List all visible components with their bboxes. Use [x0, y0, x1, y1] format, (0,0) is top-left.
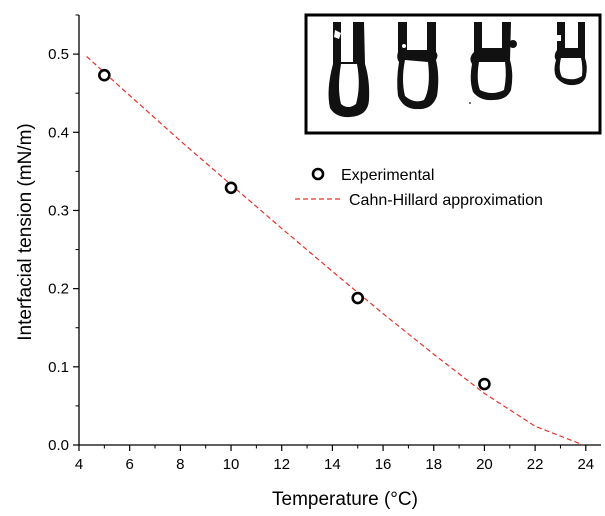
droplet-4 — [554, 22, 587, 86]
x-tick-label: 22 — [527, 456, 544, 473]
droplet-image-inset — [304, 13, 602, 135]
y-axis-title: Interfacial tension (mN/m) — [15, 123, 36, 341]
y-tick-label: 0.5 — [48, 46, 69, 63]
y-tick-label: 0.3 — [48, 202, 69, 219]
data-point — [478, 377, 491, 391]
x-tick-label: 10 — [223, 456, 240, 473]
x-tick-label: 14 — [324, 456, 341, 473]
y-tick-label: 0.0 — [48, 437, 69, 454]
series-experimental — [98, 68, 491, 391]
y-tick-label: 0.4 — [48, 124, 69, 141]
y-ticks: 0.0 0.1 0.2 0.3 0.4 0.5 — [48, 14, 79, 454]
x-ticks: 4 6 8 10 12 14 16 18 20 22 24 — [75, 445, 594, 473]
droplet-1 — [328, 22, 370, 118]
y-tick-label: 0.2 — [48, 281, 69, 298]
x-tick-label: 20 — [476, 456, 493, 473]
legend-label-cahn-hillard: Cahn-Hillard approximation — [349, 192, 543, 209]
data-point — [98, 68, 111, 82]
x-tick-label: 16 — [375, 456, 392, 473]
x-tick-label: 24 — [577, 456, 594, 473]
x-tick-label: 4 — [75, 456, 83, 473]
y-tick-label: 0.1 — [48, 359, 69, 376]
legend-item-experimental: Experimental — [311, 167, 434, 184]
data-point — [351, 291, 365, 305]
x-tick-label: 12 — [273, 456, 290, 473]
droplet-3 — [470, 22, 517, 101]
x-tick-label: 18 — [425, 456, 442, 473]
droplet-2 — [397, 22, 439, 110]
x-axis-title: Temperature (°C) — [272, 489, 418, 510]
x-tick-label: 6 — [126, 456, 134, 473]
legend-marker-experimental — [311, 167, 325, 181]
legend-label-experimental: Experimental — [341, 167, 434, 184]
legend: Experimental Cahn-Hillard approximation — [295, 167, 543, 209]
x-tick-label: 8 — [176, 456, 184, 473]
legend-item-cahn-hillard: Cahn-Hillard approximation — [295, 192, 543, 209]
data-point — [224, 181, 238, 195]
